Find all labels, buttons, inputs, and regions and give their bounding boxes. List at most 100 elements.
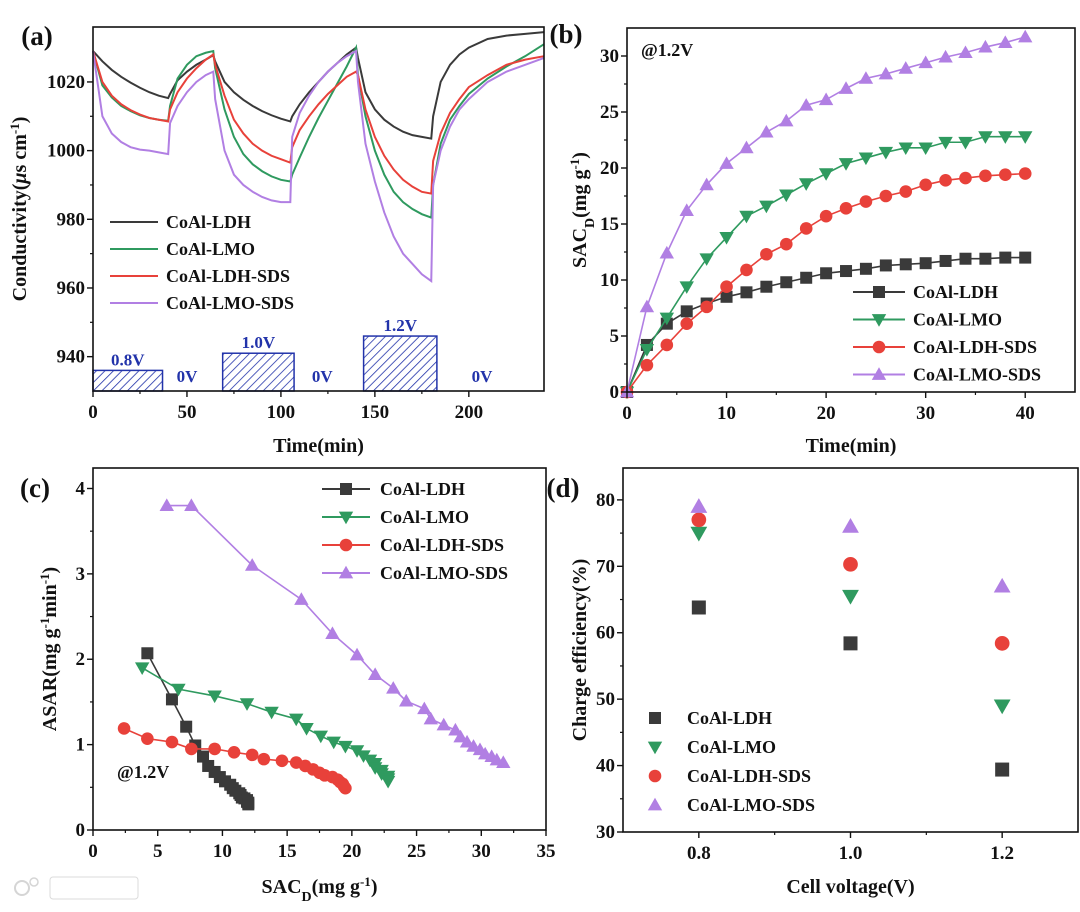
plot-frame (626, 27, 1076, 393)
data-point (399, 693, 414, 707)
data-point (660, 338, 674, 352)
data-point (959, 252, 972, 265)
data-point (690, 526, 708, 542)
voltage-annotation: @1.2V (641, 40, 693, 60)
data-point (184, 498, 199, 511)
legend-marker (648, 769, 662, 783)
legend-item: CoAl-LMO (647, 737, 776, 757)
zero-voltage-label: 0V (312, 367, 334, 386)
y-tick-label: 30 (596, 822, 615, 843)
data-point (165, 693, 178, 706)
series-line-coal-lmo (92, 43, 545, 219)
x-axis-title: SACD(mg g-1) (262, 874, 378, 905)
data-point (939, 254, 952, 267)
data-point (496, 755, 511, 768)
panel-label: (d) (547, 473, 580, 503)
data-point (356, 750, 371, 763)
data-point (842, 518, 859, 533)
legend-item: CoAl-LMO-SDS (110, 293, 294, 313)
data-point (842, 589, 859, 605)
data-point (759, 200, 774, 214)
data-point (134, 662, 150, 675)
data-point (799, 222, 813, 235)
x-tick-label: 0 (88, 841, 98, 862)
data-point (207, 690, 222, 704)
legend-marker (647, 797, 663, 811)
data-point (294, 592, 309, 605)
label-part: -1 (37, 573, 52, 584)
legend-label: CoAl-LMO-SDS (913, 365, 1041, 385)
label-part: s cm (9, 134, 31, 173)
y-tick-label: 10 (600, 270, 619, 291)
voltage-bar (362, 335, 438, 392)
series-line-coal-ldh-sds (92, 50, 545, 195)
y-tick-label: 940 (57, 347, 86, 368)
x-tick-label: 25 (407, 841, 426, 862)
data-point (759, 124, 774, 138)
data-point (659, 312, 675, 326)
x-tick-label: 30 (472, 841, 491, 862)
legend-label: CoAl-LDH (913, 282, 998, 302)
data-point (999, 168, 1012, 182)
data-point (999, 251, 1012, 264)
data-point (779, 237, 793, 251)
label-part: SAC (569, 228, 591, 268)
label-part: min (39, 584, 61, 617)
y-tick-label: 60 (596, 623, 615, 644)
data-point (979, 252, 992, 265)
data-point (720, 290, 733, 303)
data-point (1018, 131, 1033, 144)
x-tick-label: 1.0 (839, 843, 863, 864)
legend-item: CoAl-LDH (110, 212, 251, 232)
y-tick-label: 960 (57, 278, 86, 299)
watermark-logo (14, 876, 139, 900)
data-point (859, 262, 872, 275)
legend-item: CoAl-LDH (649, 708, 772, 728)
series-line-coal-lmo-sds (92, 49, 545, 284)
y-axis-title: ASAR(mg g-1min-1) (37, 567, 62, 731)
data-point (699, 253, 714, 266)
legend-label: CoAl-LMO-SDS (380, 563, 508, 583)
voltage-annotation: @1.2V (117, 762, 169, 782)
data-point (838, 81, 854, 94)
voltage-bar (92, 369, 164, 392)
data-point (779, 189, 794, 203)
data-point (1019, 251, 1032, 264)
label-part: (mg g (312, 876, 360, 898)
x-tick-label: 0 (622, 403, 632, 424)
legend: CoAl-LDH CoAl-LMO CoAl-LDH-SDS CoAl-LMO-SDS (322, 479, 508, 583)
y-tick-label: 980 (57, 209, 86, 230)
legend-label: CoAl-LMO (687, 737, 776, 757)
label-part: (mg g (569, 170, 591, 218)
x-axis-title: Time(min) (273, 435, 364, 457)
label-part: -1 (7, 123, 22, 134)
legend-marker (647, 741, 663, 755)
data-point (720, 280, 733, 294)
data-point (995, 762, 1010, 777)
data-point (159, 498, 174, 511)
legend-label: CoAl-LDH (380, 479, 465, 499)
legend-item: CoAl-LDH (853, 282, 998, 302)
x-tick-label: 35 (537, 841, 556, 862)
legend-marker (873, 286, 885, 298)
y-tick-label: 80 (596, 490, 615, 511)
data-point (197, 750, 210, 763)
data-point (679, 281, 694, 294)
data-point (779, 113, 794, 127)
label-part: SAC (262, 876, 302, 898)
data-point (448, 722, 463, 736)
data-point (918, 142, 933, 156)
data-point (367, 667, 383, 681)
data-point (859, 195, 873, 208)
y-tick-label: 4 (76, 478, 86, 499)
legend-marker (871, 314, 887, 327)
legend-marker (871, 367, 887, 380)
data-point (242, 798, 255, 811)
data-point (380, 775, 396, 789)
legend-label: CoAl-LDH-SDS (913, 337, 1037, 357)
data-point (839, 202, 853, 215)
data-point (838, 158, 854, 171)
data-point (141, 647, 154, 660)
